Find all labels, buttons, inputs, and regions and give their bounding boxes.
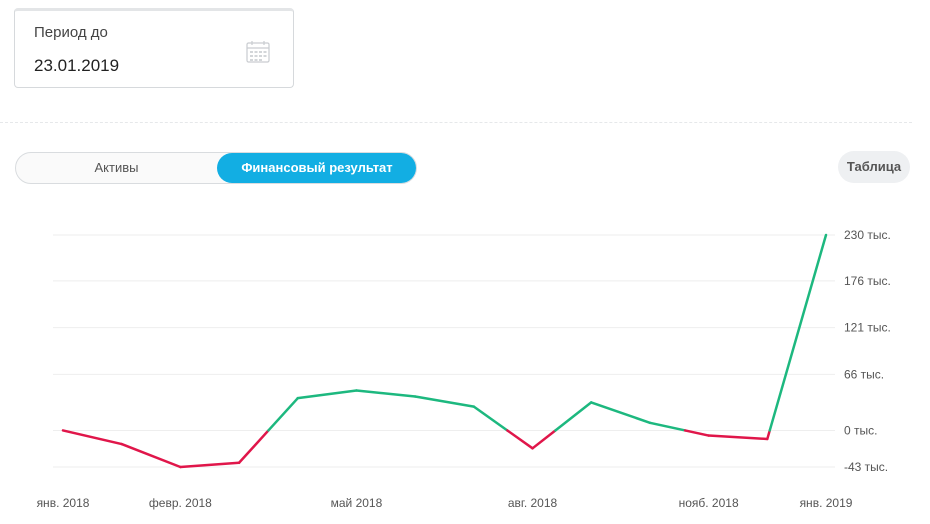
series-line-segment xyxy=(355,389,417,398)
series-line-segment xyxy=(766,429,772,441)
y-tick-label: 0 тыс. xyxy=(844,423,877,437)
table-button[interactable]: Таблица xyxy=(838,151,910,183)
period-date-field[interactable]: Период до 23.01.2019 xyxy=(14,8,294,88)
x-tick-label: авг. 2018 xyxy=(508,496,558,510)
y-tick-label: 66 тыс. xyxy=(844,367,884,381)
series-line-segment xyxy=(296,389,358,400)
view-toggle: Активы Финансовый результат xyxy=(15,152,417,184)
series-line-segment xyxy=(589,401,652,425)
toggle-financial-result[interactable]: Финансовый результат xyxy=(217,153,416,183)
series-line-segment xyxy=(648,421,687,432)
y-tick-label: 230 тыс. xyxy=(844,228,891,242)
y-tick-label: 121 тыс. xyxy=(844,321,891,335)
series-line-segment xyxy=(237,429,270,465)
period-date-value[interactable]: 23.01.2019 xyxy=(34,56,120,75)
series-line-segment xyxy=(472,405,509,432)
x-tick-label: янв. 2018 xyxy=(37,496,90,510)
series-line-segment xyxy=(506,429,534,450)
series-line-segment xyxy=(768,233,828,432)
x-tick-label: май 2018 xyxy=(331,496,383,510)
x-tick-label: янв. 2019 xyxy=(800,496,853,510)
series-line-segment xyxy=(554,401,593,432)
series-line-segment xyxy=(531,429,557,450)
series-line-segment xyxy=(707,434,769,441)
calendar-icon[interactable] xyxy=(246,40,270,64)
series-line-segment xyxy=(179,461,241,469)
series-line-segment xyxy=(413,395,476,408)
period-label: Период до xyxy=(34,24,108,41)
y-tick-label: -43 тыс. xyxy=(844,460,888,474)
series-line-segment xyxy=(683,429,710,437)
series-line-segment xyxy=(120,442,182,469)
y-tick-label: 176 тыс. xyxy=(844,274,891,288)
toggle-assets[interactable]: Активы xyxy=(94,160,139,175)
x-tick-label: нояб. 2018 xyxy=(679,496,739,510)
series-line-segment xyxy=(267,396,300,432)
x-tick-label: февр. 2018 xyxy=(149,496,212,510)
section-divider xyxy=(0,122,912,123)
financial-result-chart: 230 тыс. 176 тыс. 121 тыс. 66 тыс. 0 тыс. -43… xyxy=(37,228,891,510)
series-line-segment xyxy=(61,429,123,446)
